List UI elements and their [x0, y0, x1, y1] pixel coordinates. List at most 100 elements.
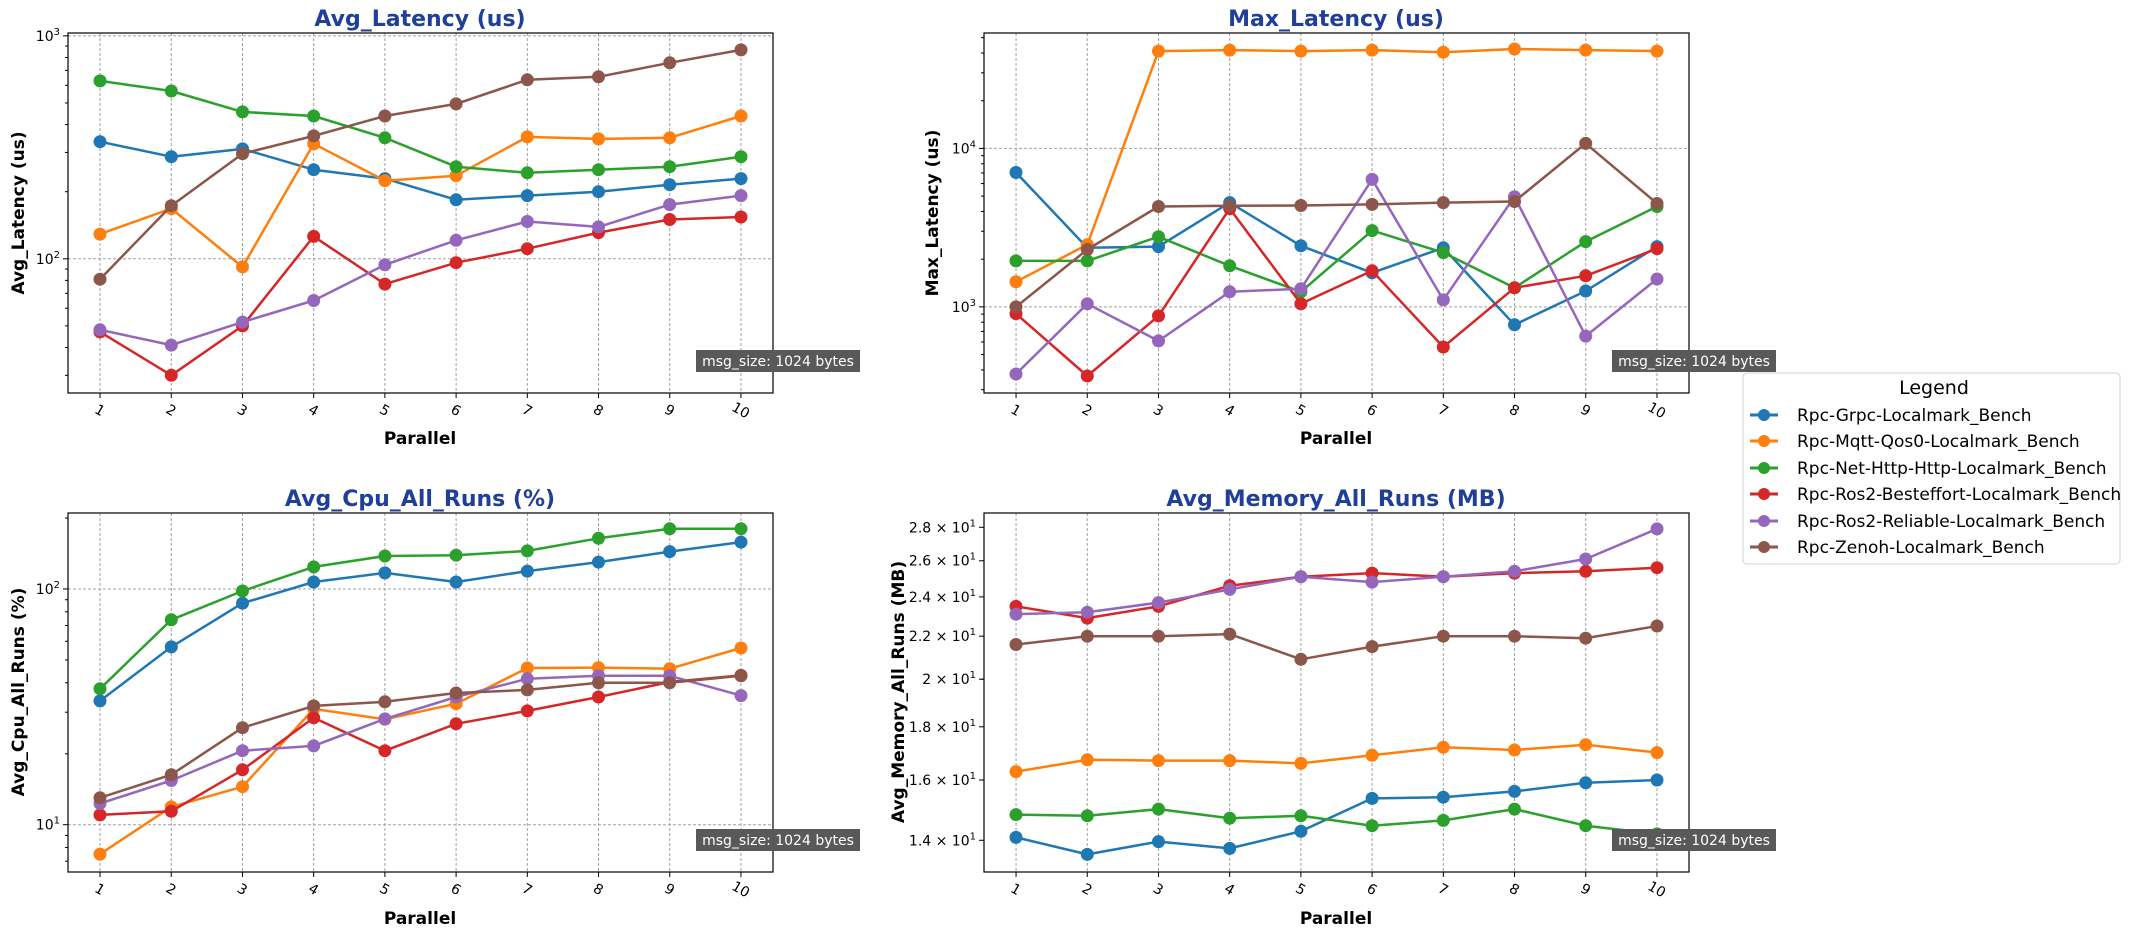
y-tick-label: 1.8 × 101	[909, 718, 976, 736]
data-point	[1650, 619, 1664, 633]
data-point	[520, 683, 534, 697]
data-point	[1508, 42, 1521, 56]
data-point	[164, 613, 178, 627]
data-point	[378, 712, 392, 726]
data-point	[1080, 254, 1094, 268]
data-point	[378, 258, 392, 272]
data-point	[449, 233, 463, 247]
x-axis-label: Parallel	[1300, 909, 1372, 929]
data-point	[1365, 748, 1379, 762]
data-point	[592, 555, 605, 569]
data-point	[378, 109, 392, 123]
chart-title: Avg_Cpu_All_Runs (%)	[285, 487, 555, 512]
chart-title: Avg_Latency (us)	[314, 7, 525, 32]
chart-title: Avg_Memory_All_Runs (MB)	[1166, 487, 1505, 512]
data-point	[307, 109, 321, 123]
data-point	[734, 210, 748, 224]
legend-frame	[1742, 372, 2121, 565]
series-line	[99, 646, 742, 856]
legend-item[interactable]: Rpc-Ros2-Besteffort-Localmark_Bench	[1750, 485, 2121, 505]
series-rpc-net-http-http-localmark_bench	[93, 74, 748, 180]
data-point	[1009, 254, 1023, 268]
data-point	[378, 549, 392, 563]
y-tick-label: 2.4 × 101	[909, 588, 976, 606]
data-point	[1579, 284, 1593, 298]
y-axis-label: Avg_Cpu_All_Runs (%)	[9, 588, 29, 797]
x-axis-label: Parallel	[384, 429, 456, 449]
legend-item[interactable]: Rpc-Zenoh-Localmark_Bench	[1750, 538, 2045, 558]
series-line	[1015, 142, 1658, 308]
data-point	[307, 711, 321, 725]
series-line	[99, 674, 742, 805]
data-point	[93, 135, 107, 149]
legend-marker-icon	[1758, 488, 1770, 500]
msg-size-annotation: msg_size: 1024 bytes	[1618, 833, 1770, 849]
data-point	[93, 791, 107, 805]
data-point	[1365, 819, 1379, 833]
data-point	[1650, 746, 1664, 760]
data-point	[1152, 334, 1165, 348]
data-point	[1650, 242, 1664, 256]
data-point	[378, 131, 392, 145]
data-point	[1294, 199, 1308, 212]
data-point	[164, 804, 178, 818]
series-line	[99, 540, 742, 702]
annotation-box	[1612, 350, 1776, 372]
data-point	[520, 73, 534, 87]
y-tick-label: 2 × 101	[922, 670, 976, 688]
series-rpc-net-http-http-localmark_bench	[93, 522, 748, 696]
legend-item[interactable]: Rpc-Ros2-Reliable-Localmark_Bench	[1750, 512, 2105, 532]
legend-title: Legend	[1899, 377, 1969, 399]
data-point	[1650, 272, 1664, 286]
data-point	[1009, 607, 1023, 621]
data-point	[592, 220, 605, 234]
data-point	[1650, 197, 1664, 210]
axes-frame	[67, 32, 774, 394]
data-point	[164, 199, 178, 213]
data-point	[378, 744, 392, 758]
data-point	[1365, 264, 1379, 278]
data-point	[1152, 200, 1165, 213]
legend-item[interactable]: Rpc-Grpc-Localmark_Bench	[1750, 406, 2032, 426]
chart-title: Max_Latency (us)	[1228, 7, 1444, 32]
x-tick-label: 10	[1645, 878, 1668, 901]
data-point	[1650, 773, 1664, 787]
series-line	[99, 48, 742, 281]
legend-item[interactable]: Rpc-Net-Http-Http-Localmark_Bench	[1750, 459, 2107, 479]
data-point	[1579, 329, 1593, 343]
y-tick-label: 2.6 × 101	[909, 552, 976, 570]
data-point	[1223, 285, 1237, 299]
legend-label: Rpc-Mqtt-Qos0-Localmark_Bench	[1797, 432, 2080, 452]
data-point	[734, 641, 748, 655]
data-point	[1223, 259, 1237, 273]
series-rpc-zenoh-localmark_bench	[1009, 136, 1664, 314]
data-point	[1009, 765, 1023, 779]
data-point	[1579, 235, 1593, 249]
data-point	[1223, 627, 1237, 641]
data-point	[1223, 199, 1237, 213]
axes-frame	[983, 512, 1690, 873]
data-point	[307, 229, 321, 243]
y-tick-label: 103	[36, 27, 60, 45]
data-point	[1365, 575, 1379, 589]
legend-item[interactable]: Rpc-Mqtt-Qos0-Localmark_Bench	[1750, 432, 2080, 452]
data-point	[663, 131, 677, 145]
series-rpc-mqtt-qos0-localmark_bench	[1009, 42, 1664, 289]
data-point	[1009, 300, 1023, 314]
data-point	[1508, 743, 1521, 757]
data-point	[1294, 44, 1308, 58]
data-point	[93, 323, 107, 337]
y-axis-label: Max_Latency (us)	[923, 130, 943, 297]
series-rpc-grpc-localmark_bench	[1009, 773, 1664, 861]
data-point	[164, 84, 178, 98]
data-point	[734, 522, 748, 536]
legend-marker-icon	[1758, 541, 1770, 553]
y-tick-label: 102	[36, 250, 60, 268]
data-point	[1223, 43, 1237, 57]
data-point	[164, 640, 178, 654]
annotation-box	[1612, 829, 1776, 851]
series-line	[1015, 743, 1658, 773]
data-point	[378, 695, 392, 709]
